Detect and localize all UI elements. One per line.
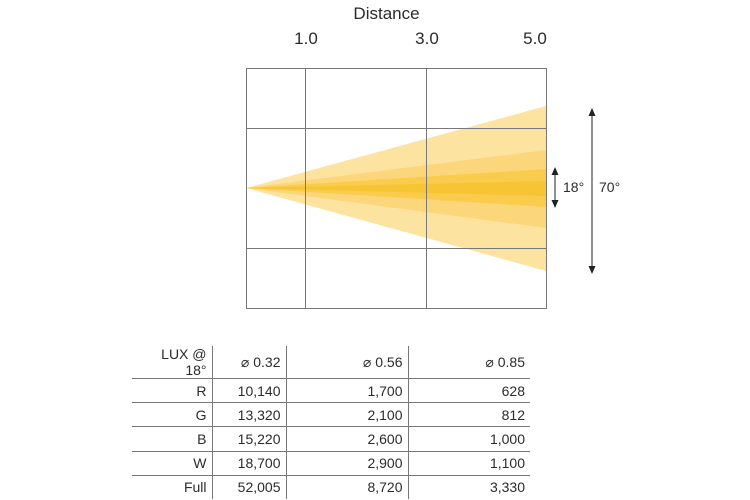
beam-diagram: 18° 70° [246,68,620,309]
distance-label-3: 3.0 [415,29,439,48]
table-cell: 13,320 [211,402,286,428]
table-row: R 10,140 1,700 628 [132,378,530,404]
grid [246,68,547,309]
header-cell: LUX @ 18° [132,346,212,379]
table-cell: 18,700 [211,451,286,476]
table-cell: 2,100 [285,402,408,428]
table-cell: 628 [407,378,530,404]
table-cell: 15,220 [211,426,286,452]
narrow-angle-arrow [551,167,559,208]
table-cell: 2,900 [285,451,408,476]
diagram-title: Distance [353,4,420,23]
header-cell: ⌀ 0.56 [285,346,408,379]
header-cell: ⌀ 0.32 [211,346,286,379]
table-cell: 3,330 [407,475,530,499]
wide-angle-arrow [588,108,596,274]
table-row: W 18,700 2,900 1,100 [132,451,530,476]
table-row: B 15,220 2,600 1,000 [132,426,530,452]
table-cell: 2,600 [285,426,408,452]
table-cell: 1,000 [407,426,530,452]
table-row: Full 52,005 8,720 3,330 [132,475,530,499]
table-header-row: LUX @ 18° ⌀ 0.32 ⌀ 0.56 ⌀ 0.85 [132,346,530,379]
table-cell: 10,140 [211,378,286,404]
row-label: W [132,451,212,476]
table-cell: 812 [407,402,530,428]
core-beam [246,181,546,196]
narrow-angle-label: 18° [563,179,584,195]
table-cell: 1,100 [407,451,530,476]
row-label: B [132,426,212,452]
wide-angle-label: 70° [599,179,620,195]
table-row: G 13,320 2,100 812 [132,402,530,428]
lux-table: LUX @ 18° ⌀ 0.32 ⌀ 0.56 ⌀ 0.85 R 10,140 … [132,346,530,499]
distance-label-1: 1.0 [294,29,318,48]
distance-label-5: 5.0 [523,29,547,48]
row-label: G [132,402,212,428]
table-cell: 8,720 [285,475,408,499]
row-label: R [132,378,212,404]
table-cell: 1,700 [285,378,408,404]
header-cell: ⌀ 0.85 [407,346,530,379]
table-cell: 52,005 [211,475,286,499]
row-label: Full [183,479,207,496]
